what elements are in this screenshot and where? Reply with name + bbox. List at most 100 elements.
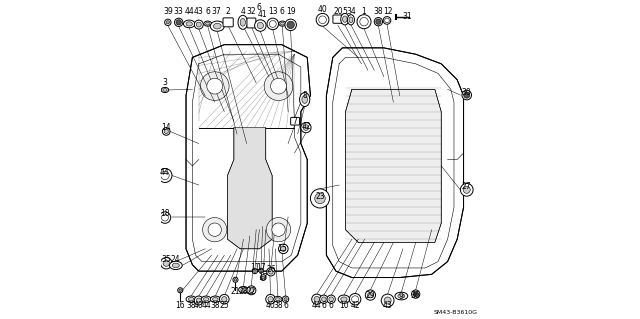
Ellipse shape	[349, 17, 353, 23]
Circle shape	[357, 15, 371, 29]
Circle shape	[264, 72, 293, 100]
Ellipse shape	[274, 296, 282, 302]
Text: 44: 44	[312, 301, 322, 310]
Circle shape	[367, 292, 373, 298]
Ellipse shape	[205, 22, 210, 25]
Circle shape	[267, 18, 278, 30]
Text: 40: 40	[194, 301, 204, 310]
Circle shape	[200, 72, 229, 100]
Ellipse shape	[342, 16, 347, 22]
Circle shape	[301, 122, 311, 133]
Circle shape	[179, 289, 182, 292]
Text: 42: 42	[301, 122, 311, 130]
Text: 12: 12	[383, 7, 392, 16]
Text: 27: 27	[462, 182, 472, 191]
Ellipse shape	[184, 20, 195, 28]
Circle shape	[259, 268, 263, 273]
Circle shape	[260, 269, 262, 272]
Ellipse shape	[202, 296, 211, 302]
Circle shape	[349, 293, 361, 305]
Text: 15: 15	[277, 244, 287, 253]
Text: 41: 41	[257, 10, 267, 19]
Ellipse shape	[276, 298, 280, 301]
Ellipse shape	[163, 89, 167, 91]
Ellipse shape	[238, 15, 248, 29]
Text: 24: 24	[171, 256, 180, 264]
Circle shape	[178, 288, 183, 293]
Text: 4: 4	[241, 7, 245, 16]
Ellipse shape	[211, 296, 220, 302]
Circle shape	[208, 223, 221, 236]
Text: 6: 6	[205, 7, 210, 16]
Circle shape	[374, 18, 383, 26]
Ellipse shape	[280, 22, 284, 25]
Circle shape	[161, 257, 172, 269]
Ellipse shape	[204, 21, 212, 26]
Circle shape	[196, 298, 201, 303]
Circle shape	[195, 20, 204, 29]
Circle shape	[303, 125, 308, 130]
Circle shape	[315, 193, 325, 204]
Text: 37: 37	[211, 7, 221, 16]
Circle shape	[271, 78, 287, 94]
Text: 17: 17	[259, 273, 268, 282]
Circle shape	[385, 18, 389, 23]
Circle shape	[413, 292, 419, 297]
Circle shape	[365, 290, 376, 300]
Circle shape	[319, 16, 326, 24]
Text: 38: 38	[374, 7, 383, 16]
Circle shape	[287, 21, 294, 29]
Circle shape	[233, 277, 238, 282]
Circle shape	[462, 90, 472, 100]
Circle shape	[207, 78, 223, 94]
Text: 8: 8	[302, 91, 307, 100]
Circle shape	[159, 212, 171, 223]
Circle shape	[329, 297, 333, 301]
Text: 43: 43	[383, 301, 392, 310]
Circle shape	[196, 22, 201, 27]
Polygon shape	[326, 48, 463, 278]
Ellipse shape	[239, 286, 248, 293]
Text: 14: 14	[161, 123, 171, 132]
Text: 40: 40	[266, 301, 275, 310]
Text: 9: 9	[399, 292, 404, 301]
Ellipse shape	[398, 294, 405, 298]
Ellipse shape	[213, 23, 221, 29]
Ellipse shape	[186, 22, 193, 26]
Circle shape	[268, 297, 273, 302]
Text: 10: 10	[339, 301, 349, 310]
Circle shape	[285, 19, 296, 31]
Ellipse shape	[340, 13, 349, 25]
Ellipse shape	[186, 296, 196, 302]
Circle shape	[158, 168, 172, 182]
Text: 44: 44	[184, 7, 194, 16]
Circle shape	[327, 295, 335, 303]
Text: 1: 1	[362, 7, 366, 16]
Text: 38: 38	[273, 301, 283, 310]
Text: 31: 31	[402, 12, 412, 21]
Ellipse shape	[204, 297, 209, 301]
Text: 42: 42	[350, 301, 360, 310]
Text: 44: 44	[160, 168, 170, 177]
Ellipse shape	[302, 96, 307, 103]
Circle shape	[161, 214, 168, 221]
Circle shape	[247, 286, 256, 295]
Text: 21: 21	[230, 287, 240, 296]
Circle shape	[260, 275, 266, 280]
Circle shape	[255, 20, 266, 31]
Ellipse shape	[340, 297, 347, 301]
Text: 6: 6	[256, 4, 261, 12]
Text: 5: 5	[342, 7, 348, 16]
Circle shape	[316, 13, 329, 26]
Text: 35: 35	[161, 256, 171, 264]
Circle shape	[321, 297, 326, 301]
Text: 38: 38	[211, 301, 220, 310]
Ellipse shape	[241, 288, 246, 292]
FancyBboxPatch shape	[247, 18, 256, 28]
Circle shape	[460, 183, 473, 196]
Circle shape	[175, 18, 183, 26]
Circle shape	[269, 270, 273, 274]
Circle shape	[383, 17, 391, 24]
Circle shape	[164, 129, 168, 134]
Text: 2: 2	[225, 7, 230, 16]
